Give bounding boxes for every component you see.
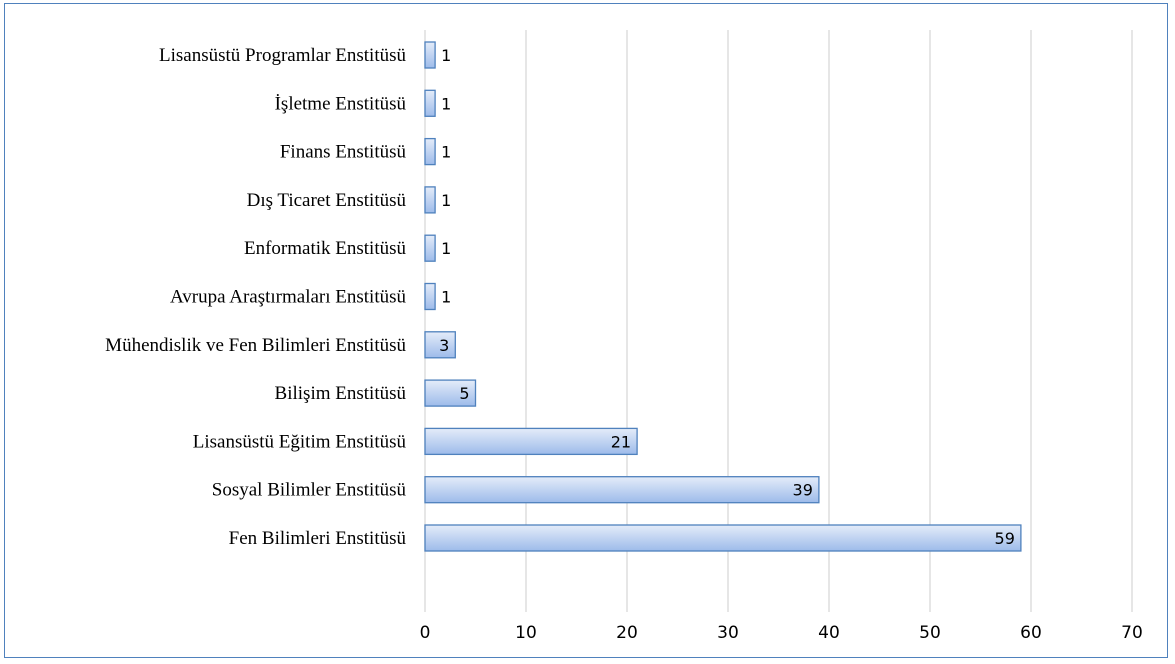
data-label-1: 1 xyxy=(441,94,451,113)
bar-3 xyxy=(424,186,436,214)
category-label-3: Dış Ticaret Enstitüsü xyxy=(247,190,407,211)
category-label-10: Fen Bilimleri Enstitüsü xyxy=(229,528,407,549)
data-label-6: 3 xyxy=(439,336,449,355)
data-label-4: 1 xyxy=(441,239,451,258)
category-label-5: Avrupa Araştırmaları Enstitüsü xyxy=(170,287,407,308)
x-tick-label-60: 60 xyxy=(1020,623,1042,643)
data-label-5: 1 xyxy=(441,288,451,307)
x-tick-label-20: 20 xyxy=(616,623,638,643)
data-label-0: 1 xyxy=(441,46,451,65)
x-tick-label-10: 10 xyxy=(515,623,537,643)
bar-1 xyxy=(424,89,436,117)
data-label-3: 1 xyxy=(441,191,451,210)
category-label-4: Enformatik Enstitüsü xyxy=(244,238,407,259)
x-tick-label-70: 70 xyxy=(1121,623,1143,643)
bars xyxy=(424,41,1022,552)
bar-10 xyxy=(424,524,1022,552)
bar-2 xyxy=(424,137,436,166)
bar-5 xyxy=(424,282,436,311)
data-label-8: 21 xyxy=(611,432,631,451)
bar-8 xyxy=(424,427,638,456)
x-tick-label-30: 30 xyxy=(717,623,739,643)
bar-6 xyxy=(424,331,456,359)
category-label-9: Sosyal Bilimler Enstitüsü xyxy=(212,480,407,501)
data-label-10: 59 xyxy=(995,529,1015,548)
x-tick-label-50: 50 xyxy=(919,623,941,643)
bar-9 xyxy=(424,476,820,504)
x-tick-label-0: 0 xyxy=(420,623,431,643)
category-label-8: Lisansüstü Eğitim Enstitüsü xyxy=(193,431,407,452)
category-label-1: İşletme Enstitüsü xyxy=(275,93,407,114)
data-labels: 1 1 1 1 1 1 3 5 21 39 59 xyxy=(439,46,1015,548)
category-label-6: Mühendislik ve Fen Bilimleri Enstitüsü xyxy=(105,335,406,356)
bar-7 xyxy=(424,379,477,407)
category-label-2: Finans Enstitüsü xyxy=(280,142,407,163)
category-label-0: Lisansüstü Programlar Enstitüsü xyxy=(159,45,406,66)
data-label-2: 1 xyxy=(441,143,451,162)
category-label-7: Bilişim Enstitüsü xyxy=(275,383,407,404)
bar-4 xyxy=(424,234,436,262)
x-axis-tick-labels: 0 10 20 30 40 50 60 70 xyxy=(420,623,1143,643)
bar-0 xyxy=(424,41,436,69)
category-labels: Lisansüstü Programlar Enstitüsü İşletme E… xyxy=(105,45,406,549)
data-label-9: 39 xyxy=(793,481,813,500)
data-label-7: 5 xyxy=(459,384,469,403)
x-tick-label-40: 40 xyxy=(818,623,840,643)
gridlines xyxy=(424,30,1133,612)
